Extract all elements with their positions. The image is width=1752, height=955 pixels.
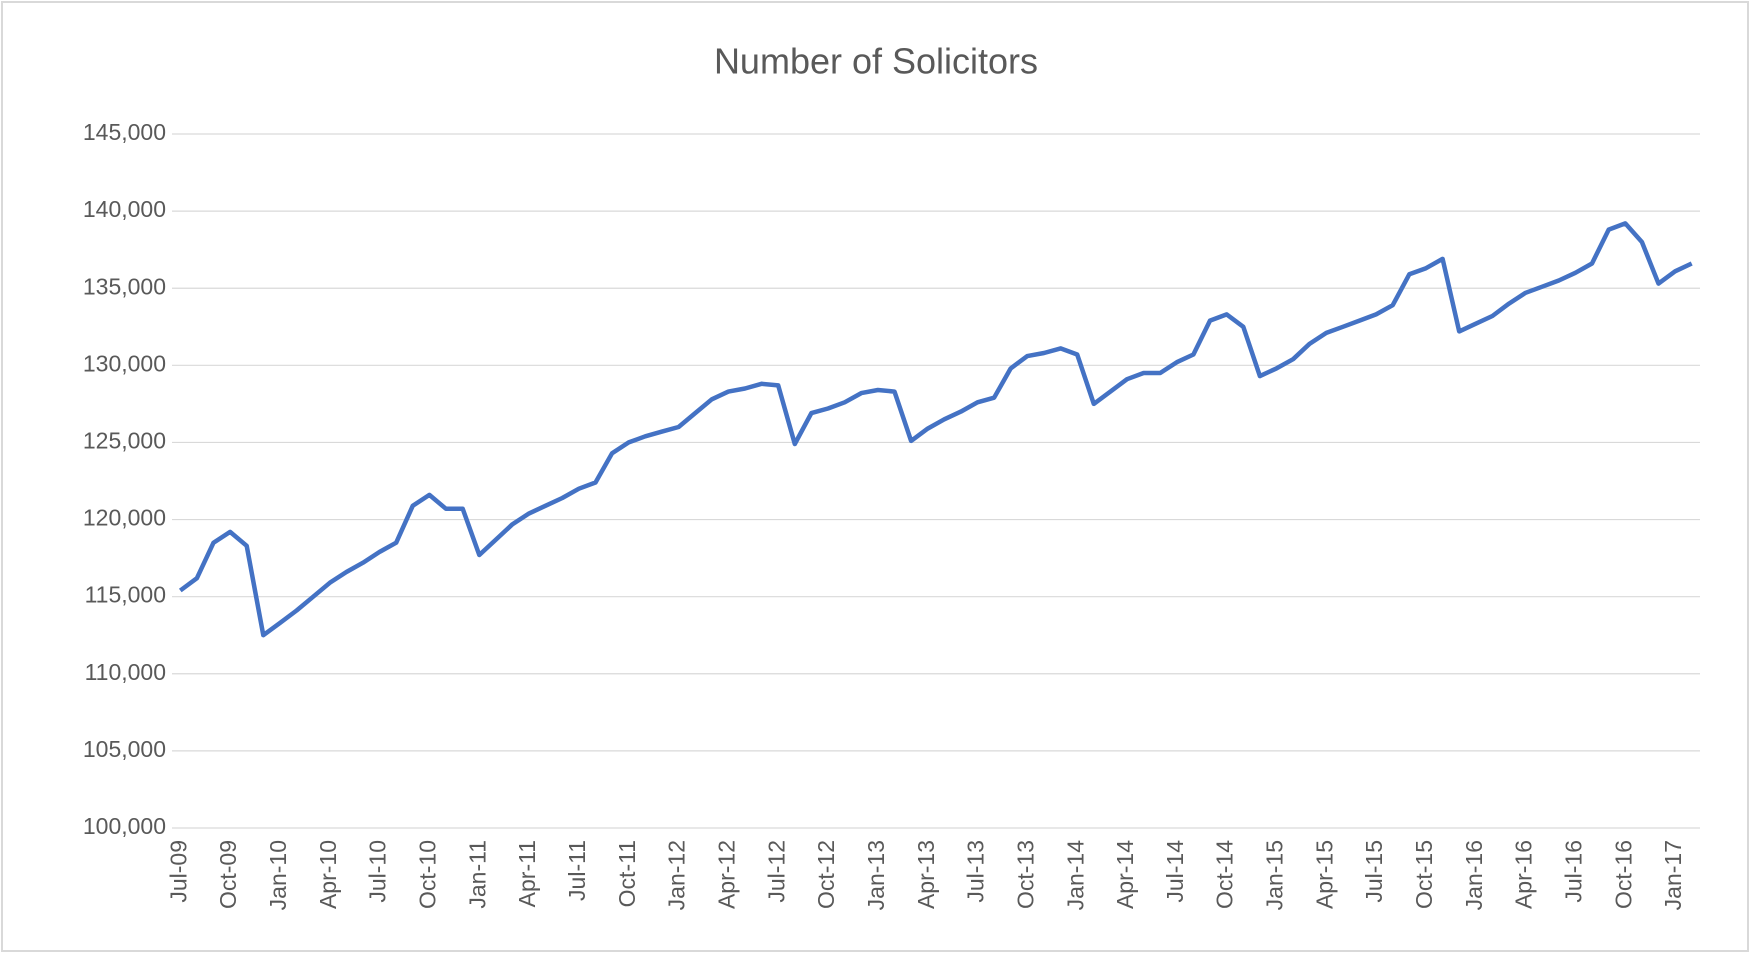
x-tick-label: Jan-11 <box>464 840 490 909</box>
x-tick-label: Jan-10 <box>265 840 291 910</box>
x-tick-label: Jan-16 <box>1461 840 1487 910</box>
x-tick-label: Jan-12 <box>664 840 690 910</box>
y-tick-label: 100,000 <box>83 813 166 839</box>
y-tick-label: 130,000 <box>83 350 166 376</box>
y-tick-label: 110,000 <box>85 659 166 685</box>
x-tick-label: Oct-13 <box>1012 840 1038 909</box>
x-tick-label: Apr-14 <box>1112 840 1138 909</box>
series-line <box>178 221 1693 638</box>
x-tick-label: Apr-13 <box>913 840 939 909</box>
y-tick-label: 145,000 <box>83 119 166 145</box>
chart-title: Number of Solicitors <box>714 41 1038 82</box>
x-tick-label: Apr-11 <box>514 840 540 907</box>
y-tick-label: 120,000 <box>83 505 166 531</box>
y-tick-label: 140,000 <box>83 196 166 222</box>
x-tick-label: Oct-14 <box>1212 840 1238 909</box>
x-tick-label: Jul-12 <box>763 840 789 903</box>
x-tick-label: Jan-17 <box>1660 840 1686 910</box>
x-tick-label: Jul-13 <box>963 840 989 903</box>
y-tick-label: 105,000 <box>83 736 166 762</box>
y-tick-label: 125,000 <box>83 428 166 454</box>
x-tick-label: Oct-15 <box>1411 840 1437 909</box>
x-tick-label: Jul-15 <box>1361 840 1387 903</box>
x-tick-label: Apr-10 <box>315 840 341 909</box>
x-tick-label: Jul-14 <box>1162 840 1188 903</box>
x-tick-label: Jan-13 <box>863 840 889 910</box>
x-tick-label: Oct-12 <box>813 840 839 909</box>
x-tick-label: Jul-16 <box>1561 840 1587 903</box>
x-tick-label: Apr-16 <box>1511 840 1537 909</box>
x-tick-label: Jul-10 <box>365 840 391 903</box>
y-tick-label: 135,000 <box>83 273 166 299</box>
x-tick-label: Jul-09 <box>165 840 191 903</box>
y-tick-label: 115,000 <box>85 582 166 608</box>
x-tick-label: Jul-11 <box>564 840 590 901</box>
x-tick-label: Oct-09 <box>215 840 241 909</box>
x-tick-label: Apr-12 <box>713 840 739 909</box>
x-tick-label: Oct-16 <box>1610 840 1636 909</box>
x-tick-label: Jan-15 <box>1262 840 1288 910</box>
x-tick-label: Oct-11 <box>614 840 640 907</box>
x-tick-label: Jan-14 <box>1062 840 1088 911</box>
x-tick-label: Oct-10 <box>415 840 441 909</box>
x-tick-label: Apr-15 <box>1311 840 1337 909</box>
